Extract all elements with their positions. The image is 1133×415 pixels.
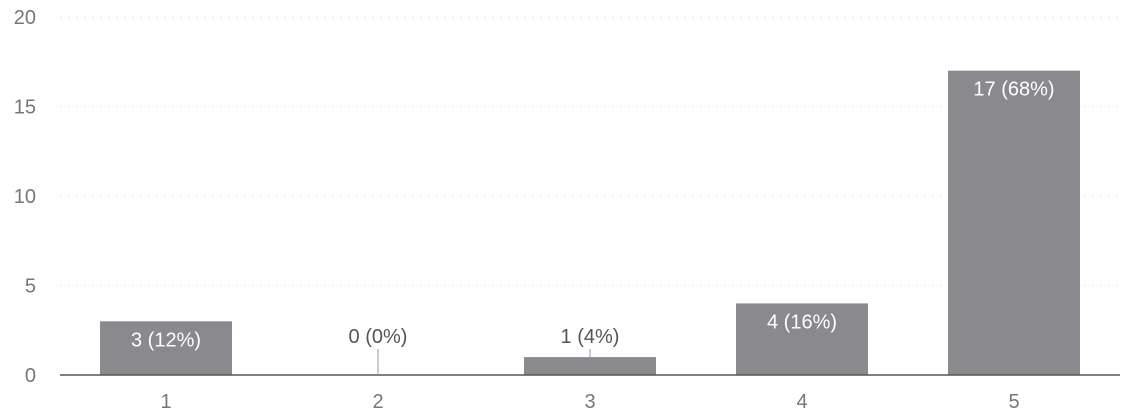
data-label: 4 (16%) <box>767 311 837 333</box>
y-tick-label: 5 <box>25 276 36 298</box>
x-tick-label: 4 <box>796 391 807 413</box>
data-label: 3 (12%) <box>131 329 201 351</box>
y-tick-label: 10 <box>14 186 36 208</box>
bar <box>524 357 656 375</box>
bar <box>100 321 232 375</box>
y-tick-label: 15 <box>14 97 36 119</box>
x-tick-label: 1 <box>160 391 171 413</box>
gridlines <box>60 16 1120 286</box>
data-label: 17 (68%) <box>973 79 1054 101</box>
data-label: 0 (0%) <box>349 326 408 348</box>
bar <box>736 303 868 375</box>
bars <box>100 70 1080 375</box>
x-tick-label: 3 <box>584 391 595 413</box>
x-axis: 1 2 3 4 5 <box>60 374 1120 413</box>
y-tick-label: 20 <box>14 7 36 29</box>
x-tick-label: 5 <box>1008 391 1019 413</box>
data-label: 1 (4%) <box>561 326 620 348</box>
x-tick-label: 2 <box>372 391 383 413</box>
data-labels: 3 (12%) 0 (0%) 1 (4%) 4 (16%) 17 (68%) <box>131 79 1055 375</box>
y-axis: 0 5 10 15 20 <box>14 7 36 387</box>
bar <box>948 70 1080 375</box>
y-tick-label: 0 <box>25 365 36 387</box>
